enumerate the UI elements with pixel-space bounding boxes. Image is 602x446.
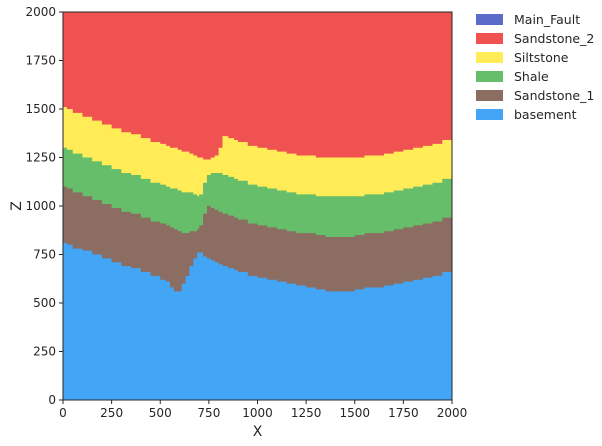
y-tick-label: 500 (33, 296, 56, 310)
y-tick-label: 1250 (25, 151, 56, 165)
y-tick-label: 0 (48, 393, 56, 407)
x-axis-ticks: 0 250 500 750 1000 1250 1500 1750 2000 (59, 400, 467, 420)
legend-swatch-sandstone-2 (476, 33, 503, 44)
plot-area (63, 12, 452, 400)
x-tick-label: 250 (100, 406, 123, 420)
x-axis-label: X (253, 424, 263, 440)
x-tick-label: 1500 (339, 406, 370, 420)
x-tick-label: 500 (149, 406, 172, 420)
y-tick-label: 2000 (25, 5, 56, 19)
legend-label-siltstone: Siltstone (514, 50, 569, 65)
y-tick-label: 250 (33, 345, 56, 359)
layer-area-basement (63, 242, 452, 400)
legend-label-shale: Shale (514, 69, 549, 84)
y-axis-ticks: 0 250 500 750 1000 1250 1500 1750 2000 (25, 5, 63, 407)
x-tick-label: 1250 (291, 406, 322, 420)
x-tick-label: 750 (197, 406, 220, 420)
x-tick-label: 1000 (242, 406, 273, 420)
legend-label-sandstone-1: Sandstone_1 (514, 88, 594, 103)
legend-swatch-shale (476, 71, 503, 82)
y-tick-label: 1000 (25, 199, 56, 213)
x-tick-label: 0 (59, 406, 67, 420)
legend-swatch-sandstone-1 (476, 90, 503, 101)
legend-label-basement: basement (514, 107, 577, 122)
legend-label-sandstone-2: Sandstone_2 (514, 31, 594, 46)
x-tick-label: 2000 (437, 406, 468, 420)
legend-swatch-basement (476, 109, 503, 120)
y-tick-label: 1500 (25, 102, 56, 116)
y-axis-label: Z (9, 201, 25, 211)
y-tick-label: 750 (33, 248, 56, 262)
y-tick-label: 1750 (25, 54, 56, 68)
x-tick-label: 1750 (388, 406, 419, 420)
legend-label-main-fault: Main_Fault (514, 12, 580, 27)
legend-swatch-siltstone (476, 52, 503, 63)
legend-swatch-main-fault (476, 14, 503, 25)
legend: Main_Fault Sandstone_2 Siltstone Shale Sands… (476, 12, 594, 122)
